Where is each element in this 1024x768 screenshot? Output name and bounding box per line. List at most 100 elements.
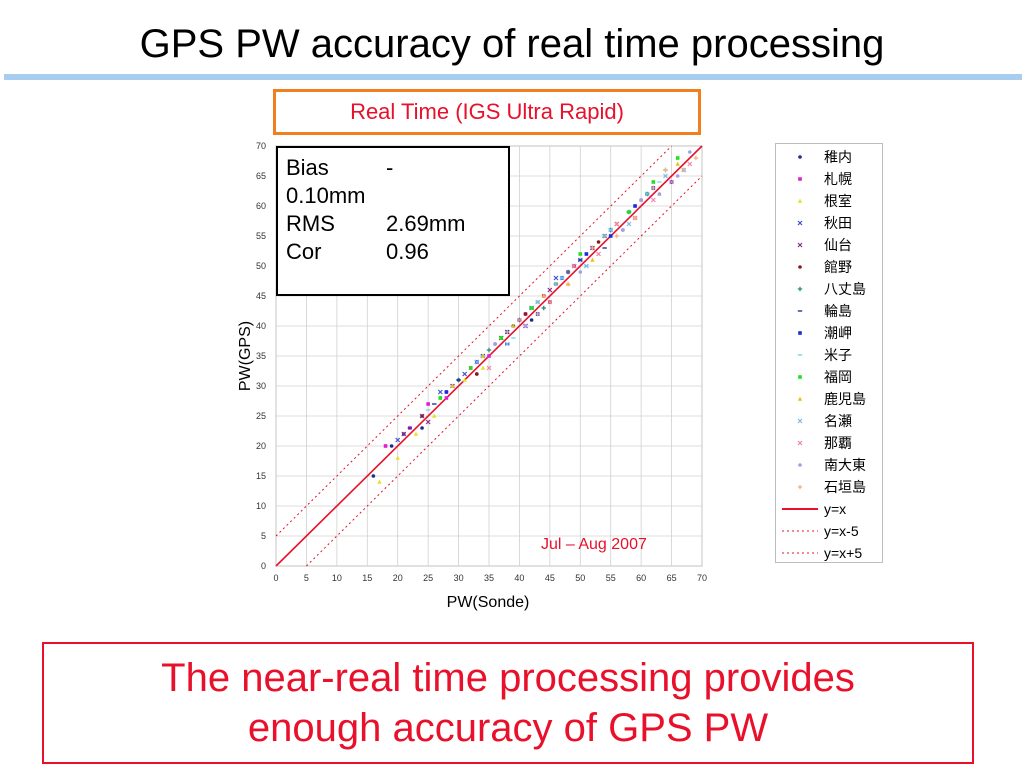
data-point <box>450 383 455 388</box>
data-point <box>480 365 486 370</box>
conclusion-box: The near-real time processing provides e… <box>42 642 974 764</box>
legend-label: 館野 <box>824 259 852 275</box>
y-tick-label: 70 <box>256 141 266 151</box>
legend-label: 石垣島 <box>824 479 866 495</box>
legend-item: y=x-5 <box>776 520 882 542</box>
legend-item: 福岡 <box>776 366 882 388</box>
stats-box: Bias - 0.10mm RMS 2.69mm Cor 0.96 <box>276 146 510 296</box>
y-tick-label: 35 <box>256 351 266 361</box>
legend-symbol <box>776 217 824 229</box>
legend-symbol <box>776 547 824 559</box>
data-point <box>584 252 589 256</box>
legend-symbol <box>776 437 824 449</box>
legend-marker <box>797 286 803 292</box>
legend-symbol <box>776 151 824 163</box>
legend-marker <box>782 552 818 554</box>
legend-item: 仙台 <box>776 234 882 256</box>
data-point <box>547 287 553 293</box>
y-axis-label: PW(GPS) <box>237 321 254 391</box>
data-point <box>650 197 656 203</box>
legend-symbol <box>776 525 824 537</box>
data-point <box>651 185 656 191</box>
data-point <box>401 431 407 437</box>
data-point <box>693 155 699 161</box>
data-point <box>559 275 565 281</box>
chart-legend: 稚内 札幌 根室 秋田 仙台 館野 八丈島 輪島 潮岬 米子 福岡 鹿児島 名瀬 那覇 南大東 石垣島 y=x y… <box>775 143 883 563</box>
data-point <box>420 426 424 430</box>
data-point <box>444 390 449 394</box>
legend-symbol <box>776 393 824 405</box>
data-point <box>541 305 546 311</box>
data-point <box>529 306 534 310</box>
subtitle-box: Real Time (IGS Ultra Rapid) <box>273 89 701 135</box>
legend-item: 輪島 <box>776 300 882 322</box>
data-point <box>639 198 643 202</box>
data-point <box>681 167 686 173</box>
data-point <box>426 402 430 406</box>
legend-item: 秋田 <box>776 212 882 234</box>
legend-marker <box>798 155 802 159</box>
legend-marker <box>797 484 803 490</box>
data-point <box>590 257 595 262</box>
legend-marker <box>797 198 803 203</box>
data-point <box>547 299 553 305</box>
data-point <box>425 419 431 425</box>
x-tick-label: 50 <box>575 573 585 583</box>
y-tick-label: 45 <box>256 291 266 301</box>
data-point <box>487 354 491 358</box>
x-tick-label: 15 <box>362 573 372 583</box>
data-point <box>644 191 650 197</box>
bias-value: 0.10mm <box>286 183 366 208</box>
legend-item: 石垣島 <box>776 476 882 498</box>
legend-symbol <box>776 239 824 251</box>
legend-marker-shape <box>798 177 802 181</box>
data-point <box>663 173 668 179</box>
y-tick-label: 55 <box>256 231 266 241</box>
y-tick-label: 65 <box>256 171 266 181</box>
legend-marker-shape <box>797 242 803 248</box>
legend-marker-shape <box>798 375 802 379</box>
x-tick-label: 65 <box>667 573 677 583</box>
y-tick-label: 60 <box>256 201 266 211</box>
data-point <box>383 444 388 448</box>
legend-label: 南大東 <box>824 457 866 473</box>
legend-marker <box>797 354 803 356</box>
data-point <box>395 437 401 443</box>
y-tick-label: 10 <box>256 501 266 511</box>
ticks-layer: 0 5 10 15 20 25 30 35 40 45 50 55 60 65 70 0 5 10 15 20 25 30… <box>256 141 707 583</box>
data-point <box>614 233 619 239</box>
legend-marker-shape <box>797 396 803 401</box>
data-point <box>621 228 625 232</box>
data-point <box>535 311 540 317</box>
legend-marker <box>797 220 803 226</box>
data-point <box>675 174 680 178</box>
x-tick-label: 70 <box>697 573 707 583</box>
data-point <box>657 192 662 196</box>
data-point <box>688 150 692 154</box>
data-point <box>578 270 583 274</box>
data-point <box>486 365 492 371</box>
legend-marker-shape <box>797 286 803 292</box>
data-point <box>626 221 632 227</box>
legend-marker-shape <box>797 418 803 424</box>
legend-label: 秋田 <box>824 215 852 231</box>
x-tick-label: 55 <box>606 573 616 583</box>
data-point <box>511 323 516 328</box>
data-point <box>462 377 467 382</box>
legend-marker <box>782 530 818 532</box>
data-point <box>633 204 637 208</box>
data-point <box>395 455 400 460</box>
legend-symbol <box>776 283 824 295</box>
legend-symbol <box>776 173 824 185</box>
legend-label: 那覇 <box>824 435 852 451</box>
legend-label: 輪島 <box>824 303 852 319</box>
data-point <box>438 396 443 400</box>
legend-label: y=x <box>824 501 847 517</box>
data-point <box>480 353 486 358</box>
y-tick-label: 20 <box>256 441 266 451</box>
data-point <box>474 359 480 365</box>
legend-marker <box>797 396 803 401</box>
data-point <box>669 179 674 185</box>
legend-marker <box>797 242 803 248</box>
legend-item: 名瀬 <box>776 410 882 432</box>
